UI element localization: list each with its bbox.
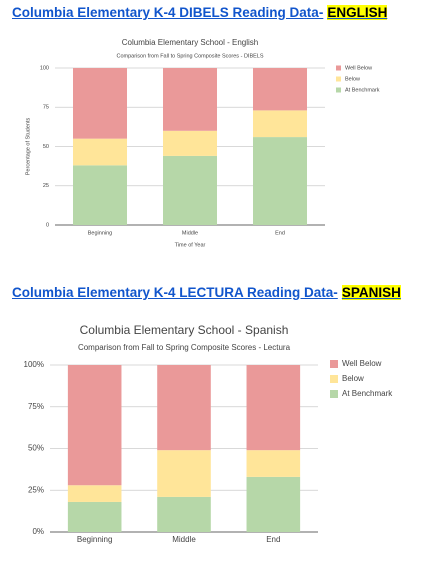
- y-tick-label: 100: [40, 65, 49, 71]
- bar-segment: [67, 501, 122, 532]
- heading-text: Columbia Elementary K-4 LECTURA Reading …: [12, 285, 338, 300]
- x-tick-label: Beginning: [77, 535, 113, 544]
- legend-label: Well Below: [345, 65, 372, 71]
- bar-segment: [67, 485, 122, 502]
- y-tick-label: 25%: [28, 485, 44, 494]
- y-tick-label: 50: [43, 144, 49, 150]
- bar-segment: [253, 68, 307, 111]
- y-tick-label: 0%: [32, 527, 44, 536]
- bar-segment: [73, 165, 127, 225]
- x-tick-label: End: [266, 535, 280, 544]
- bar-segment: [157, 365, 211, 451]
- x-tick-label: Middle: [182, 230, 198, 236]
- bar-segment: [246, 476, 301, 532]
- bar-segment: [157, 496, 211, 532]
- legend-swatch: [336, 65, 341, 71]
- bar-segment: [253, 137, 307, 225]
- x-tick-label: End: [275, 230, 285, 236]
- y-tick-label: 0: [46, 222, 49, 228]
- heading: Columbia Elementary K-4 DIBELS Reading D…: [12, 5, 388, 20]
- y-tick-label: 75%: [28, 402, 44, 411]
- legend-swatch: [330, 360, 338, 368]
- heading-highlight: ENGLISH: [327, 5, 388, 20]
- legend-label: Well Below: [342, 359, 382, 368]
- x-tick-label: Middle: [172, 535, 196, 544]
- legend-label: At Benchmark: [345, 87, 380, 93]
- bar-segment: [157, 450, 211, 497]
- bar-segment: [163, 68, 217, 131]
- y-tick-label: 25: [43, 183, 49, 189]
- bar-segment: [246, 450, 301, 477]
- heading: Columbia Elementary K-4 LECTURA Reading …: [12, 285, 401, 300]
- legend-label: Below: [345, 76, 360, 82]
- bar-segment: [73, 138, 127, 166]
- chart-title: Columbia Elementary School - English: [122, 38, 259, 47]
- legend-label: Below: [342, 374, 364, 383]
- x-tick-label: Beginning: [88, 230, 112, 236]
- chart-subtitle: Comparison from Fall to Spring Composite…: [116, 53, 263, 59]
- chart: Columbia Elementary School - English Comp…: [25, 38, 380, 248]
- legend-swatch: [330, 390, 338, 398]
- bar-segment: [163, 130, 217, 156]
- bar-segment: [163, 155, 217, 225]
- heading-highlight: SPANISH: [341, 285, 401, 300]
- bar-segment: [246, 365, 301, 451]
- legend-label: At Benchmark: [342, 389, 393, 398]
- legend-swatch: [330, 375, 338, 383]
- bar-segment: [73, 68, 127, 139]
- y-axis-title: Percentage of Students: [25, 118, 31, 176]
- y-tick-label: 100%: [24, 360, 44, 369]
- y-tick-label: 75: [43, 105, 49, 111]
- x-axis-title: Time of Year: [175, 242, 206, 248]
- chart: Columbia Elementary School - Spanish Comp…: [24, 323, 394, 544]
- legend-swatch: [336, 76, 341, 82]
- y-tick-label: 50%: [28, 444, 44, 453]
- bar-segment: [67, 365, 122, 486]
- legend-swatch: [336, 87, 341, 93]
- chart-subtitle: Comparison from Fall to Spring Composite…: [78, 343, 291, 352]
- bar-segment: [253, 110, 307, 138]
- heading-text: Columbia Elementary K-4 DIBELS Reading D…: [12, 5, 324, 20]
- chart-title: Columbia Elementary School - Spanish: [80, 323, 289, 337]
